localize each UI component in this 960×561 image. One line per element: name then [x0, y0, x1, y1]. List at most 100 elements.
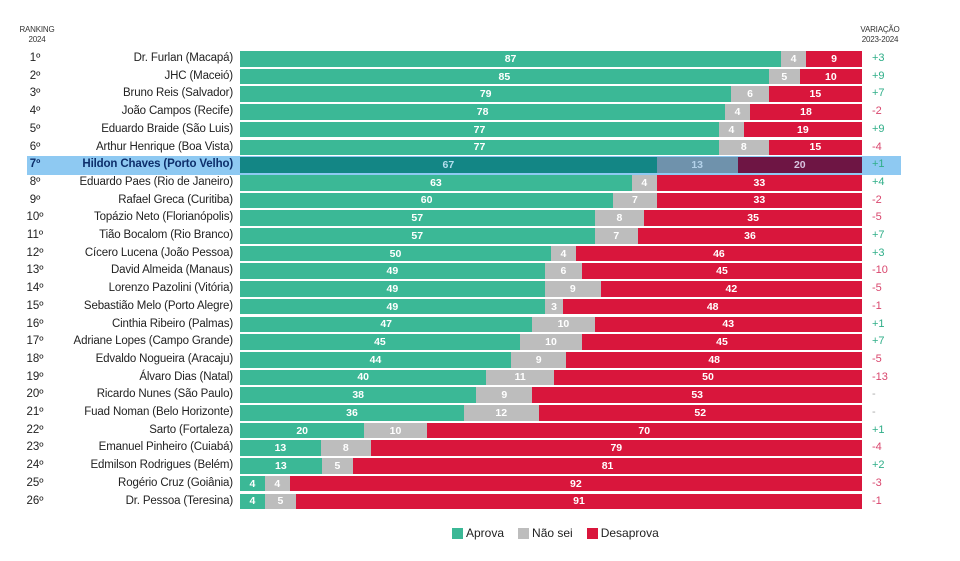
- rank-label: 18º: [26, 352, 44, 365]
- variation-header-line2: 2023-2024: [861, 35, 899, 44]
- ranking-header: RANKING 2024: [14, 25, 60, 45]
- variation-label: -: [872, 406, 876, 418]
- bar-value-label: 4: [790, 52, 797, 65]
- mayor-name-label: Rogério Cruz (Goiânia): [118, 476, 233, 489]
- bar-segment-nao-sei: 9: [510, 351, 567, 368]
- bar-segment-desaprova: 10: [799, 68, 862, 85]
- variation-label: -5: [872, 352, 882, 365]
- variation-label: +1: [872, 158, 885, 171]
- variation-label: +1: [872, 423, 885, 436]
- bar-segment-desaprova: 50: [554, 369, 862, 386]
- rank-label: 20º: [26, 388, 44, 401]
- bar-value-label: 10: [825, 70, 837, 83]
- chart-row: 22º Sarto (Fortaleza) 20 10 70 +1: [0, 422, 960, 440]
- rank-label: 8º: [29, 175, 41, 188]
- bar-segment-desaprova: 81: [353, 458, 862, 474]
- variation-label: +4: [872, 175, 885, 188]
- bar-value-label: 57: [411, 229, 424, 242]
- rank-label: 14º: [26, 282, 44, 295]
- chart-row: 19º Álvaro Dias (Natal) 40 11 50 -13: [0, 369, 960, 387]
- bar-value-label: 48: [706, 300, 719, 313]
- bar-value-label: 5: [781, 70, 788, 83]
- bar-value-label: 47: [380, 318, 392, 331]
- bar-value-label: 81: [601, 459, 614, 472]
- bar-segment-aprova: 44: [240, 351, 511, 368]
- bar-segment-desaprova: 53: [532, 387, 862, 403]
- bar-segment-aprova: 60: [240, 192, 614, 209]
- bar-segment-desaprova: 48: [563, 298, 862, 315]
- rank-label: 13º: [26, 264, 44, 277]
- variation-label: +3: [872, 246, 885, 259]
- bar-value-label: 6: [747, 88, 753, 101]
- bar-value-label: 45: [716, 336, 728, 349]
- chart-row: 20º Ricardo Nunes (São Paulo) 38 9 53 -: [0, 386, 960, 404]
- bar-value-label: 79: [610, 442, 623, 455]
- bar-segment-aprova: 20: [240, 422, 365, 439]
- bar-segment-desaprova: 91: [295, 493, 862, 510]
- chart-row: 12º Cícero Lucena (João Pessoa) 50 4 46 +3: [0, 245, 960, 263]
- bar-segment-nao-sei: 4: [551, 245, 576, 262]
- rank-label: 1º: [29, 52, 41, 64]
- variation-label: -5: [872, 211, 882, 224]
- stacked-bar: 49 9 42: [240, 281, 862, 297]
- mayor-name-label: Álvaro Dias (Natal): [139, 370, 233, 383]
- chart-row: 6º Arthur Henrique (Boa Vista) 77 8 15 -4: [0, 139, 960, 157]
- stacked-bar: 67 13 20: [240, 157, 862, 173]
- bar-segment-aprova: 36: [240, 405, 464, 421]
- bar-value-label: 85: [498, 70, 511, 83]
- bar-value-label: 20: [296, 424, 309, 437]
- mayor-name-label: Ricardo Nunes (São Paulo): [96, 388, 233, 401]
- legend-item-nao-sei: Não sei: [518, 526, 573, 540]
- chart-row: 4º João Campos (Recife) 78 4 18 -2: [0, 103, 960, 121]
- bar-segment-aprova: 57: [240, 228, 595, 244]
- bar-segment-desaprova: 20: [737, 157, 862, 173]
- bar-segment-aprova: 63: [240, 174, 632, 191]
- rank-label: 9º: [29, 193, 41, 206]
- variation-label: -13: [872, 370, 888, 383]
- variation-label: +7: [872, 87, 885, 100]
- mayor-name-label: João Campos (Recife): [121, 105, 234, 118]
- rank-label: 26º: [26, 494, 44, 507]
- mayor-name-label: Hildon Chaves (Porto Velho): [82, 158, 233, 171]
- mayor-name-label: Rafael Greca (Curitiba): [118, 193, 233, 206]
- bar-value-label: 43: [722, 318, 735, 331]
- chart-row: 24º Edmilson Rodrigues (Belém) 13 5 81 +2: [0, 457, 960, 475]
- bar-segment-aprova: 77: [240, 139, 719, 156]
- bar-segment-desaprova: 33: [656, 174, 862, 191]
- bar-value-label: 10: [557, 318, 570, 331]
- chart-row: 1º Dr. Furlan (Macapá) 87 4 9 +3: [0, 50, 960, 68]
- stacked-bar: 36 12 52: [240, 405, 862, 421]
- bar-segment-desaprova: 46: [575, 245, 862, 262]
- rank-label: 6º: [29, 140, 41, 153]
- ranking-header-line2: 2024: [28, 35, 46, 44]
- bar-value-label: 7: [613, 229, 620, 242]
- bar-value-label: 13: [274, 442, 287, 455]
- bar-segment-nao-sei: 4: [718, 121, 744, 138]
- rank-label: 17º: [26, 335, 44, 348]
- rank-label: 25º: [26, 476, 44, 489]
- bar-value-label: 4: [249, 495, 256, 508]
- bar-value-label: 33: [753, 194, 766, 207]
- bar-segment-desaprova: 79: [370, 440, 862, 457]
- bar-segment-nao-sei: 3: [544, 298, 564, 315]
- mayor-name-label: David Almeida (Manaus): [111, 264, 233, 277]
- bar-segment-nao-sei: 4: [264, 475, 290, 492]
- bar-segment-nao-sei: 8: [594, 210, 645, 226]
- stacked-bar: 40 11 50: [240, 369, 862, 386]
- bar-value-label: 77: [473, 123, 486, 136]
- stacked-bar: 78 4 18: [240, 104, 862, 120]
- bar-segment-nao-sei: 8: [718, 139, 769, 156]
- rank-label: 23º: [26, 441, 44, 454]
- stacked-bar: 4 5 91: [240, 493, 862, 510]
- bar-segment-nao-sei: 4: [725, 104, 751, 120]
- bar-segment-nao-sei: 12: [463, 405, 539, 421]
- bar-segment-aprova: 49: [240, 281, 545, 297]
- legend-label-aprova: Aprova: [466, 526, 505, 540]
- bar-segment-aprova: 79: [240, 86, 732, 103]
- rank-label: 12º: [26, 246, 44, 259]
- mayor-name-label: Dr. Pessoa (Teresina): [125, 494, 234, 507]
- chart-row: 17º Adriane Lopes (Campo Grande) 45 10 45 +7: [0, 333, 960, 351]
- variation-label: -3: [872, 476, 882, 489]
- bar-segment-nao-sei: 7: [613, 192, 657, 209]
- variation-label: +3: [872, 52, 885, 64]
